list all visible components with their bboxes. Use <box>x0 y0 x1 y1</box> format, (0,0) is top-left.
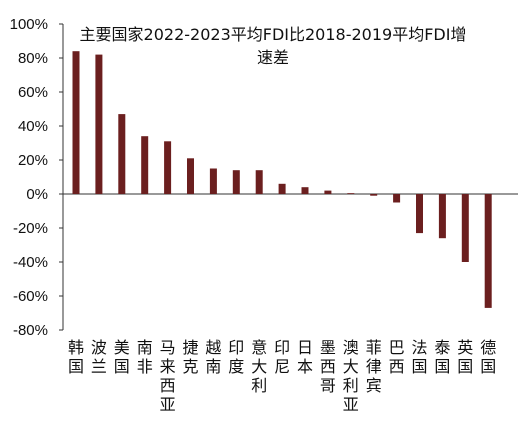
bar-6 <box>187 158 194 194</box>
bar-17 <box>438 194 446 239</box>
x-tick-label: 德国 <box>480 338 496 376</box>
bar-5 <box>164 141 172 194</box>
bar-13 <box>347 193 355 194</box>
chart-title-line-2: 速差 <box>257 48 289 67</box>
bar-18 <box>461 194 469 262</box>
x-tick-label: 捷克 <box>182 338 198 376</box>
bar-7 <box>209 168 217 194</box>
y-tick-label: 80% <box>18 50 48 67</box>
x-tick-label: 巴西 <box>389 338 405 376</box>
x-tick-label: 英国 <box>457 338 473 376</box>
bar-14 <box>370 194 378 196</box>
x-tick-label: 澳大利亚 <box>343 338 359 414</box>
bar-15 <box>393 194 401 203</box>
bar-1 <box>72 51 80 195</box>
bar-9 <box>255 170 263 194</box>
bar-2 <box>95 54 103 194</box>
x-tick-label: 法国 <box>411 338 427 376</box>
y-tick-label: -80% <box>13 322 48 339</box>
bar-10 <box>278 183 286 194</box>
x-tick-label: 墨西哥 <box>320 338 336 395</box>
y-tick-label: 40% <box>18 118 48 135</box>
x-tick-label: 印尼 <box>274 338 290 376</box>
x-tick-label: 越南 <box>205 338 221 376</box>
x-tick-label: 韩国 <box>68 338 84 376</box>
y-tick-label: 60% <box>18 84 48 101</box>
x-tick-label: 波兰 <box>91 338 107 376</box>
y-tick-label: -40% <box>13 254 48 271</box>
x-tick-label: 意大利 <box>251 338 267 395</box>
x-tick-label: 菲律宾 <box>366 338 382 395</box>
bar-16 <box>416 194 423 234</box>
bar-4 <box>141 136 149 194</box>
bar-11 <box>301 187 309 194</box>
chart-title: 主要国家2022-2023平均FDI比2018-2019平均FDI增 速差 <box>80 25 467 67</box>
y-tick-label: 20% <box>18 152 48 169</box>
y-tick-label: 0% <box>26 186 48 203</box>
y-tick-label: -60% <box>13 288 48 305</box>
y-tick-label: 100% <box>10 16 48 33</box>
x-tick-label: 马来西亚 <box>160 338 176 414</box>
x-tick-label: 南非 <box>137 338 153 376</box>
bar-3 <box>118 114 126 194</box>
x-tick-label: 泰国 <box>434 338 450 376</box>
x-tick-label: 美国 <box>114 338 130 376</box>
axis-layer: 100% 80% 60% 40% 20% 0% -20% -40% -60% -80% 韩国波兰美国… <box>10 16 518 414</box>
bar-19 <box>484 194 492 308</box>
chart-title-line-1: 主要国家2022-2023平均FDI比2018-2019平均FDI增 <box>80 25 467 44</box>
x-tick-label: 日本 <box>297 338 313 376</box>
bar-8 <box>232 170 240 194</box>
bar-12 <box>324 190 332 194</box>
x-tick-label: 印度 <box>228 338 244 376</box>
y-tick-label: -20% <box>13 220 48 237</box>
bar-layer <box>72 51 492 308</box>
